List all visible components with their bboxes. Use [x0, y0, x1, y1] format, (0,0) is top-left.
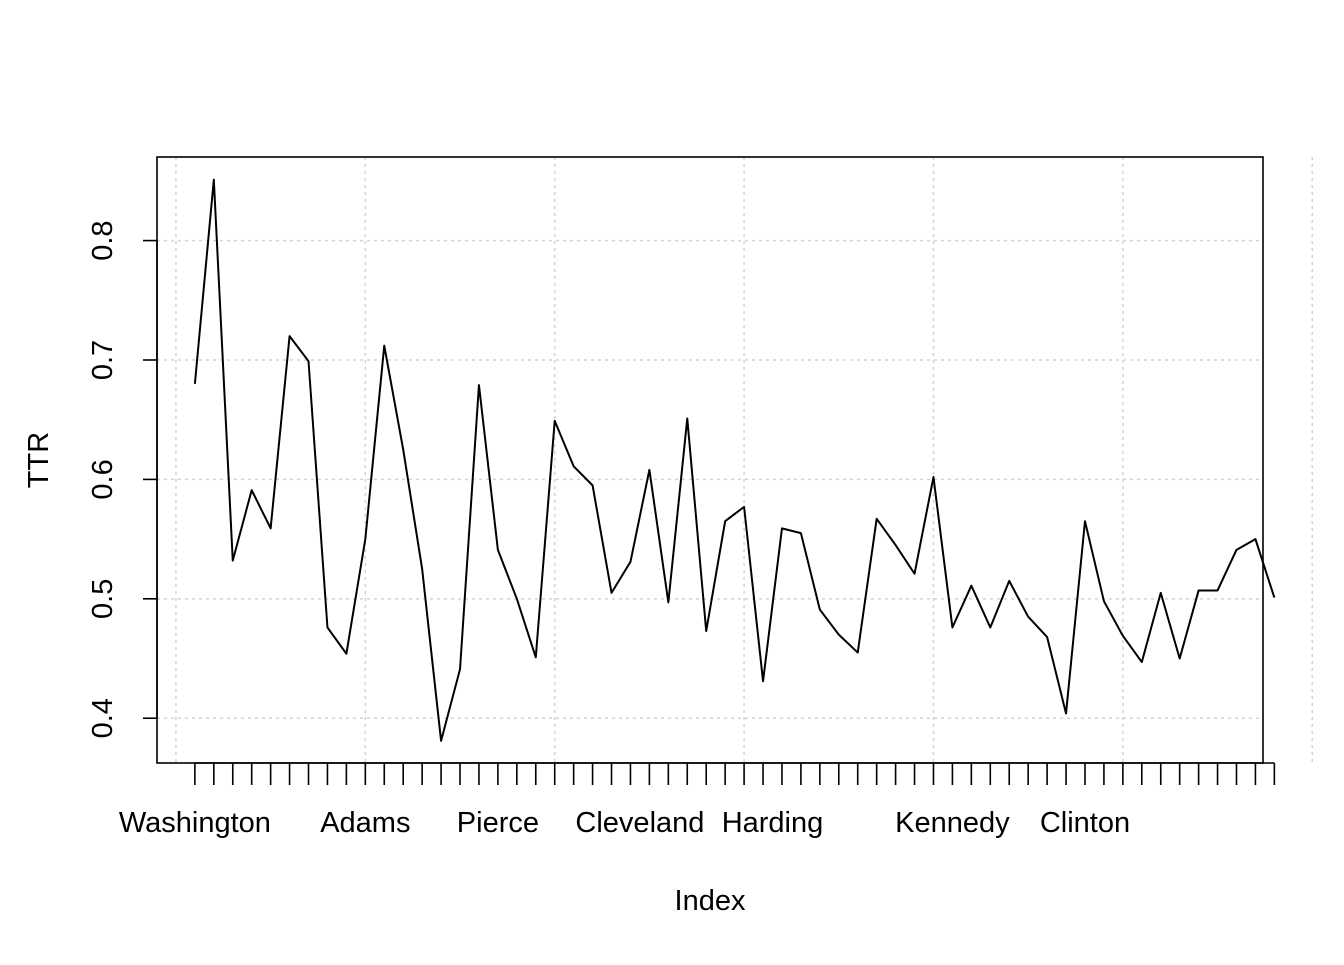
- x-tick-label: Washington: [119, 807, 271, 839]
- y-axis: 0.4 0.5 0.6 0.7 0.8: [87, 220, 158, 738]
- x-tick-label: Kennedy: [895, 807, 1010, 839]
- y-axis-title: TTR: [23, 432, 55, 488]
- x-axis-title: Index: [675, 885, 746, 917]
- y-tick-label: 0.7: [87, 340, 119, 380]
- x-tick-label: Adams: [320, 807, 410, 839]
- y-tick-label: 0.5: [87, 579, 119, 619]
- y-tick-label: 0.6: [87, 459, 119, 499]
- x-tick-label: Pierce: [457, 807, 539, 839]
- series-layer: [193, 178, 1276, 742]
- grid-lines: [157, 157, 1313, 763]
- x-axis: Washington Adams Pierce Cleveland Harding Ken…: [119, 762, 1276, 839]
- x-tick-label: Cleveland: [575, 807, 704, 839]
- y-tick-label: 0.8: [87, 220, 119, 260]
- x-tick-label: Clinton: [1040, 807, 1130, 839]
- x-tick-label: Harding: [722, 807, 824, 839]
- series-line: [193, 178, 1276, 742]
- plot-frame: [156, 156, 1264, 764]
- y-tick-label: 0.4: [87, 698, 119, 738]
